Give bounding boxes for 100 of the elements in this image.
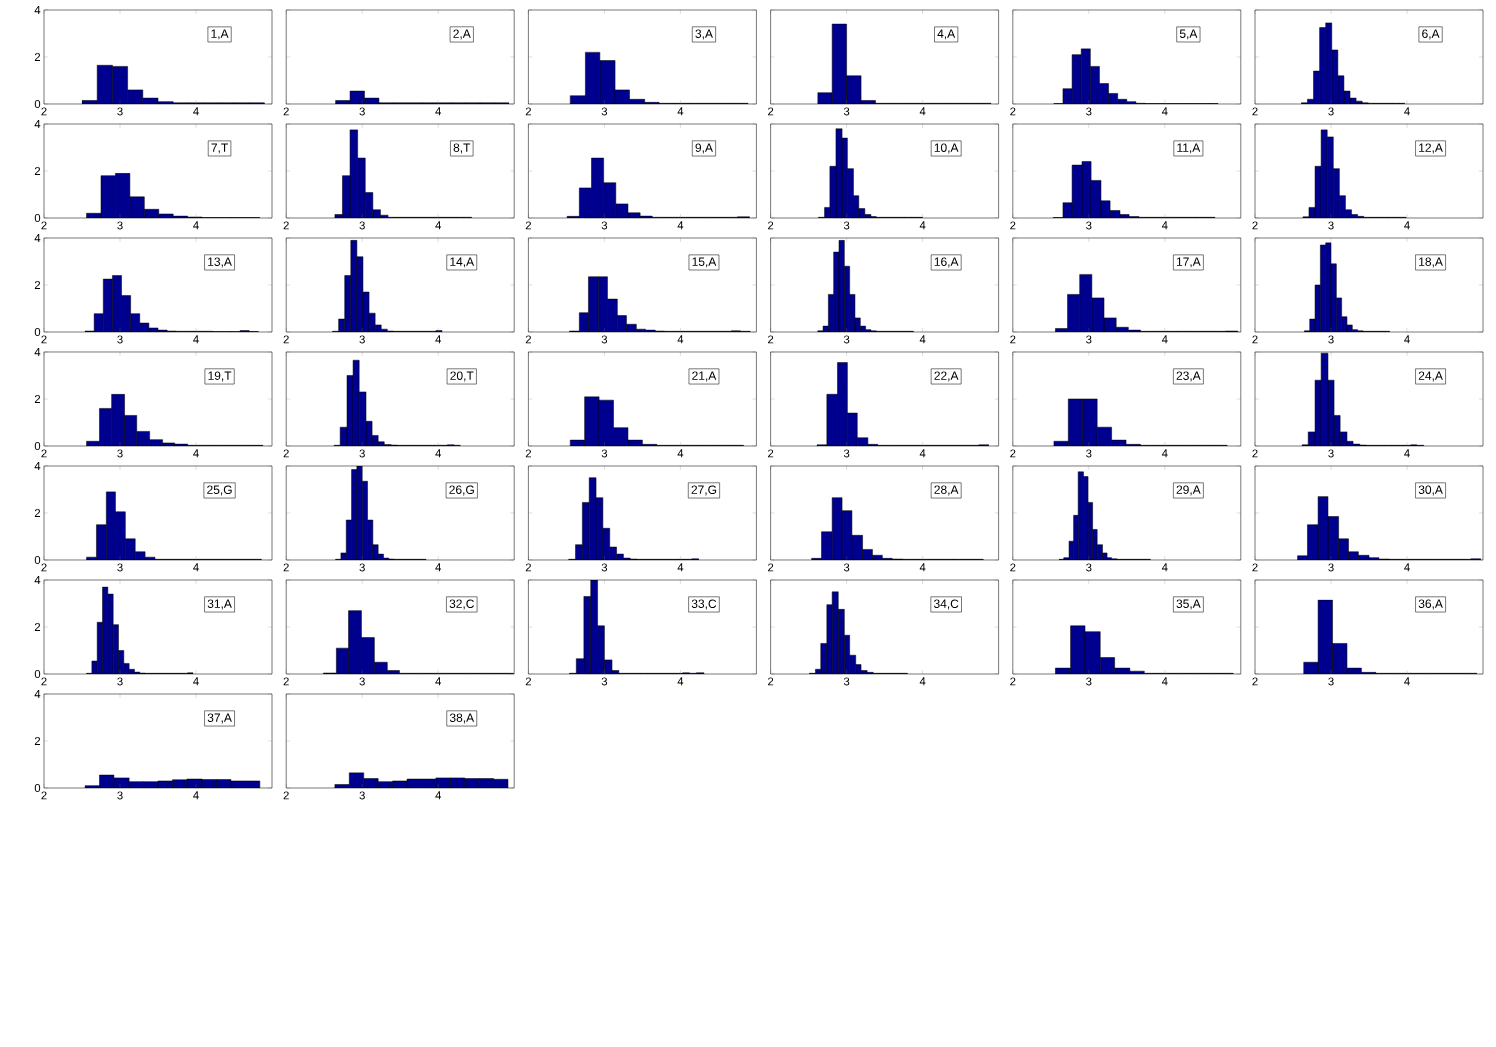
y-tick-label: 2 bbox=[34, 167, 41, 175]
x-tick-label: 4 bbox=[677, 449, 684, 458]
x-tick-label: 4 bbox=[435, 791, 442, 800]
x-tick-label: 3 bbox=[117, 563, 123, 572]
y-tick-label: 2 bbox=[34, 623, 41, 631]
y-tick-label: 4 bbox=[34, 462, 41, 470]
x-tick-label: 2 bbox=[283, 563, 289, 572]
x-tick-label: 2 bbox=[1252, 335, 1258, 344]
x-tick-label: 4 bbox=[677, 677, 684, 686]
x-tick-label: 3 bbox=[1086, 107, 1092, 116]
x-tick-label: 3 bbox=[359, 107, 365, 116]
y-tick-label: 0 bbox=[34, 327, 41, 336]
annotation: 5,A bbox=[1179, 29, 1198, 40]
x-tick-label: 2 bbox=[41, 221, 47, 230]
x-tick-label: 4 bbox=[919, 449, 926, 458]
annotation: 15,A bbox=[692, 257, 717, 268]
annotation: 30,A bbox=[1418, 485, 1443, 496]
annotation: 3,A bbox=[695, 29, 713, 40]
y-tick-label: 0 bbox=[34, 784, 41, 792]
y-tick-label: 2 bbox=[34, 509, 41, 517]
annotation: 27,G bbox=[691, 485, 717, 496]
x-tick-label: 3 bbox=[117, 335, 123, 344]
x-tick-label: 3 bbox=[601, 107, 608, 116]
x-tick-label: 4 bbox=[435, 221, 442, 230]
x-tick-label: 4 bbox=[193, 107, 199, 116]
annotation: 23,A bbox=[1176, 371, 1201, 382]
x-tick-label: 2 bbox=[283, 449, 289, 458]
annotation: 37,A bbox=[207, 713, 232, 724]
x-tick-label: 2 bbox=[1010, 563, 1016, 572]
x-tick-label: 4 bbox=[1404, 563, 1410, 572]
x-tick-label: 2 bbox=[1252, 221, 1258, 230]
annotation: 7,T bbox=[211, 143, 228, 154]
y-tick-label: 0 bbox=[34, 99, 41, 108]
annotation: 26,G bbox=[449, 485, 474, 496]
x-tick-label: 3 bbox=[1086, 563, 1092, 572]
annotation: 18,A bbox=[1419, 257, 1443, 268]
y-tick-label: 4 bbox=[34, 348, 41, 356]
x-tick-label: 2 bbox=[525, 677, 531, 686]
x-tick-label: 4 bbox=[435, 563, 442, 572]
x-tick-label: 4 bbox=[193, 449, 199, 458]
x-tick-label: 3 bbox=[359, 791, 365, 800]
x-tick-label: 4 bbox=[435, 677, 442, 686]
y-tick-label: 2 bbox=[34, 281, 41, 289]
annotation: 10,A bbox=[934, 143, 959, 154]
y-tick-label: 4 bbox=[34, 576, 41, 584]
x-tick-label: 3 bbox=[843, 563, 850, 572]
x-tick-label: 2 bbox=[283, 335, 289, 344]
x-tick-label: 4 bbox=[677, 335, 684, 344]
x-tick-label: 2 bbox=[283, 221, 289, 230]
x-tick-label: 2 bbox=[768, 449, 774, 458]
x-tick-label: 3 bbox=[359, 335, 365, 344]
x-tick-label: 2 bbox=[1252, 107, 1258, 116]
x-tick-label: 4 bbox=[193, 791, 199, 800]
annotation: 9,A bbox=[695, 143, 713, 154]
y-tick-label: 0 bbox=[34, 555, 41, 564]
x-tick-label: 3 bbox=[843, 107, 850, 116]
y-tick-label: 4 bbox=[34, 690, 41, 698]
x-tick-label: 2 bbox=[1252, 449, 1258, 458]
x-tick-label: 2 bbox=[41, 449, 47, 458]
annotation: 35,A bbox=[1176, 599, 1201, 610]
x-tick-label: 3 bbox=[1086, 221, 1092, 230]
x-tick-label: 2 bbox=[41, 791, 47, 800]
x-tick-label: 2 bbox=[525, 449, 531, 458]
x-tick-label: 4 bbox=[193, 677, 199, 686]
annotation: 22,A bbox=[934, 371, 959, 382]
annotation: 24,A bbox=[1418, 371, 1443, 382]
annotation: 13,A bbox=[208, 257, 232, 268]
x-tick-label: 3 bbox=[117, 107, 123, 116]
x-tick-label: 3 bbox=[117, 677, 123, 686]
annotation: 8,T bbox=[453, 143, 471, 154]
x-tick-label: 4 bbox=[1404, 221, 1410, 230]
annotation: 31,A bbox=[207, 599, 232, 610]
annotation: 33,C bbox=[691, 599, 717, 610]
x-tick-label: 3 bbox=[117, 791, 123, 800]
x-tick-label: 4 bbox=[1404, 677, 1410, 686]
x-tick-label: 2 bbox=[283, 677, 289, 686]
x-tick-label: 3 bbox=[1328, 335, 1334, 344]
x-tick-label: 3 bbox=[843, 221, 850, 230]
x-tick-label: 4 bbox=[1161, 449, 1168, 458]
x-tick-label: 2 bbox=[1010, 335, 1016, 344]
annotation: 14,A bbox=[450, 257, 475, 268]
annotation: 38,A bbox=[449, 713, 475, 724]
x-tick-label: 3 bbox=[359, 677, 365, 686]
x-tick-label: 2 bbox=[1252, 563, 1258, 572]
x-tick-label: 3 bbox=[601, 677, 608, 686]
x-tick-label: 4 bbox=[435, 107, 442, 116]
x-tick-label: 2 bbox=[768, 563, 774, 572]
x-tick-label: 4 bbox=[193, 335, 199, 344]
x-tick-label: 3 bbox=[1328, 449, 1334, 458]
x-tick-label: 2 bbox=[41, 107, 47, 116]
y-tick-label: 2 bbox=[34, 737, 41, 745]
x-tick-label: 4 bbox=[677, 221, 684, 230]
x-tick-label: 3 bbox=[1086, 677, 1092, 686]
x-tick-label: 2 bbox=[1252, 677, 1258, 686]
x-tick-label: 3 bbox=[117, 221, 123, 230]
y-tick-label: 4 bbox=[34, 234, 41, 242]
x-tick-label: 4 bbox=[1404, 449, 1410, 458]
y-tick-label: 0 bbox=[34, 213, 41, 222]
x-tick-label: 3 bbox=[1328, 107, 1334, 116]
y-tick-label: 0 bbox=[34, 669, 41, 678]
